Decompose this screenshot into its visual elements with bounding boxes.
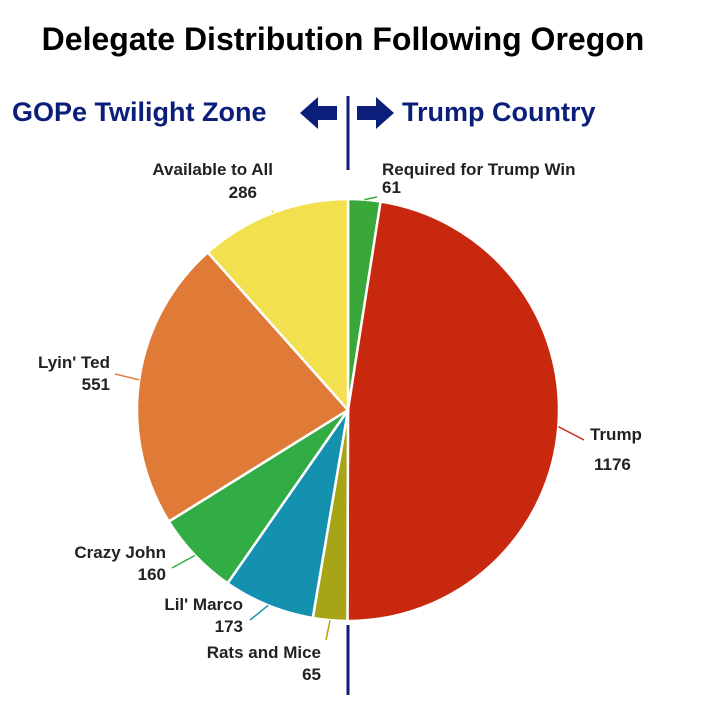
label-john: Crazy John 160 [74, 543, 166, 584]
slice-ted [135, 250, 350, 524]
right-arrow-icon [357, 97, 394, 129]
leader-ted [114, 373, 140, 381]
slice-value-john: 160 [138, 565, 166, 584]
slice-trump [346, 200, 561, 623]
left-arrow-icon [300, 97, 337, 129]
right-zone-label: Trump Country [402, 97, 596, 127]
label-required: Required for Trump Win 61 [382, 160, 575, 197]
slice-label-available: Available to All [152, 160, 273, 179]
label-ted: Lyin' Ted 551 [38, 353, 110, 394]
leader-rats [325, 620, 331, 641]
label-marco: Lil' Marco 173 [164, 595, 243, 636]
slice-label-ted: Lyin' Ted [38, 353, 110, 372]
label-available: Available to All 286 [152, 160, 273, 202]
slice-value-marco: 173 [215, 617, 243, 636]
slice-value-available: 286 [229, 183, 257, 202]
leader-john [171, 554, 196, 569]
slice-value-ted: 551 [82, 375, 110, 394]
leader-available [271, 209, 274, 214]
leader-trump [557, 425, 585, 441]
slice-label-rats: Rats and Mice [207, 643, 321, 662]
slice-label-marco: Lil' Marco [164, 595, 243, 614]
label-trump: Trump 1176 [590, 425, 642, 474]
slice-value-rats: 65 [302, 665, 321, 684]
slice-label-required: Required for Trump Win [382, 160, 575, 179]
chart-title: Delegate Distribution Following Oregon [42, 21, 645, 57]
slice-available [206, 197, 350, 414]
pie-slices [135, 197, 561, 623]
leader-marco [249, 604, 269, 621]
slice-value-trump: 1176 [594, 455, 631, 474]
slice-label-trump: Trump [590, 425, 642, 444]
leader-required [364, 196, 378, 201]
leader-lines [114, 196, 585, 641]
left-zone-label: GOPe Twilight Zone [12, 97, 267, 127]
label-rats: Rats and Mice 65 [207, 643, 321, 684]
slice-value-required: 61 [382, 178, 401, 197]
slice-label-john: Crazy John [74, 543, 166, 562]
